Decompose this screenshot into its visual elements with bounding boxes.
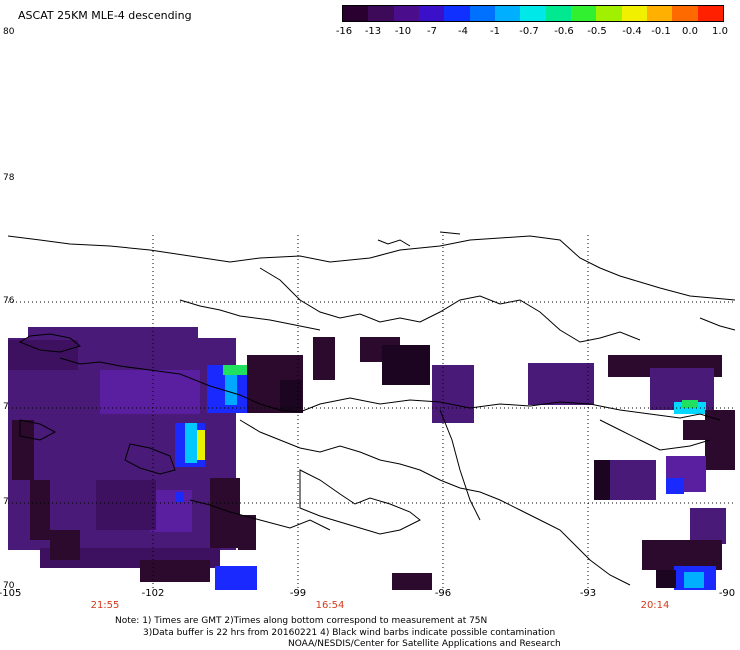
lat-label: 70: [3, 581, 15, 591]
time-label: 20:14: [640, 600, 670, 611]
color-scale-segment: [672, 6, 698, 21]
map-title: ASCAT 25KM MLE-4 descending: [18, 9, 192, 22]
lon-label: -102: [141, 588, 165, 599]
color-scale-labels: -16 -13 -10 -7 -4 -1 -0.7 -0.6 -0.5 -0.4…: [330, 26, 734, 40]
coastlines: [7, 231, 736, 586]
color-scale-segment: [545, 6, 571, 21]
color-scale-segment: [444, 6, 470, 21]
scale-label: -0.4: [622, 26, 642, 37]
scale-label: -4: [458, 26, 468, 37]
scale-label: -0.6: [554, 26, 574, 37]
scale-label: -16: [335, 26, 353, 37]
color-scale-segment: [343, 6, 369, 21]
color-scale-segment: [570, 6, 597, 21]
time-label: 21:55: [90, 600, 120, 611]
data-cells: [8, 327, 735, 590]
scale-label: -7: [427, 26, 437, 37]
scale-label: 1.0: [712, 26, 728, 37]
time-label: 16:54: [315, 600, 345, 611]
color-scale-segment: [368, 6, 394, 21]
scale-label: -10: [394, 26, 412, 37]
lon-label: -93: [579, 588, 597, 599]
lat-label: 78: [3, 173, 15, 183]
color-scale-segment: [469, 6, 495, 21]
note-line-1: Note: 1) Times are GMT 2)Times along bot…: [115, 616, 488, 626]
lat-label: 76: [3, 296, 15, 306]
lat-label: 80: [3, 27, 15, 37]
note-line-2: 3)Data buffer is 22 hrs from 20160221 4)…: [143, 628, 556, 638]
lon-label: -99: [289, 588, 307, 599]
color-scale-segment: [596, 6, 622, 21]
scale-label: -1: [490, 26, 500, 37]
color-scale-segment: [494, 6, 521, 21]
color-scale-segment: [393, 6, 419, 21]
color-scale-segment: [697, 6, 723, 21]
scale-label: -0.7: [519, 26, 539, 37]
color-scale-segment: [520, 6, 546, 21]
scale-label: -13: [364, 26, 382, 37]
scale-label: -0.5: [587, 26, 607, 37]
color-scale-segment: [646, 6, 673, 21]
color-scale-segment: [418, 6, 445, 21]
lon-label: -105: [0, 588, 22, 599]
color-scale-segment: [621, 6, 647, 21]
lon-label: -90: [718, 588, 736, 599]
scale-label: -0.1: [651, 26, 671, 37]
color-scale-bar: [342, 5, 724, 22]
note-line-3: NOAA/NESDIS/Center for Satellite Applica…: [288, 639, 561, 649]
scale-label: 0.0: [682, 26, 698, 37]
lon-label: -96: [434, 588, 452, 599]
